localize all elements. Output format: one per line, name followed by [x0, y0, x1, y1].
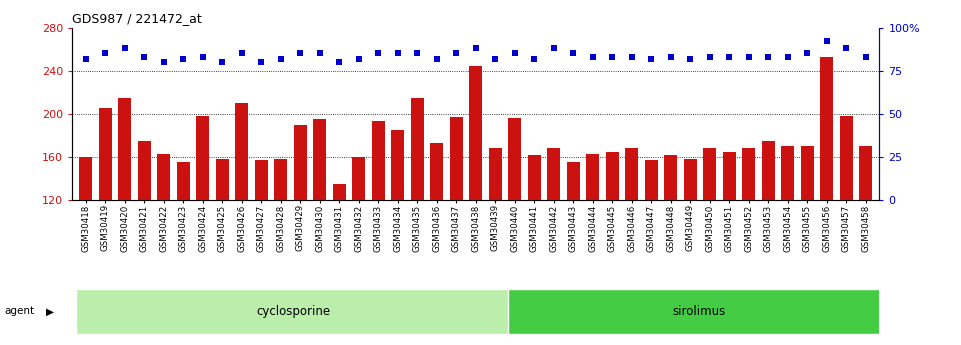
- Point: [858, 54, 874, 60]
- Bar: [684, 159, 697, 329]
- Bar: [703, 148, 716, 329]
- Bar: [294, 125, 307, 329]
- Bar: [586, 154, 599, 329]
- Bar: [411, 98, 424, 329]
- Point: [527, 56, 542, 61]
- Bar: [528, 155, 540, 329]
- Point: [839, 46, 854, 51]
- Point: [292, 51, 308, 56]
- Point: [760, 54, 776, 60]
- Point: [722, 54, 737, 60]
- Point: [429, 56, 444, 61]
- Bar: [235, 103, 248, 329]
- Bar: [507, 289, 891, 334]
- Point: [663, 54, 678, 60]
- Point: [644, 56, 659, 61]
- Text: sirolimus: sirolimus: [673, 305, 727, 318]
- Point: [254, 59, 269, 65]
- Bar: [158, 154, 170, 329]
- Bar: [137, 141, 151, 329]
- Bar: [275, 159, 287, 329]
- Bar: [118, 98, 131, 329]
- Bar: [196, 116, 209, 329]
- Bar: [626, 148, 638, 329]
- Point: [390, 51, 406, 56]
- Point: [624, 54, 639, 60]
- Bar: [723, 151, 735, 329]
- Point: [312, 51, 328, 56]
- Point: [234, 51, 250, 56]
- Point: [332, 59, 347, 65]
- Bar: [781, 146, 794, 329]
- Bar: [645, 160, 657, 329]
- Point: [487, 56, 503, 61]
- Point: [585, 54, 601, 60]
- Point: [273, 56, 288, 61]
- Point: [546, 46, 561, 51]
- Point: [780, 54, 796, 60]
- Text: ▶: ▶: [46, 306, 54, 316]
- Point: [800, 51, 815, 56]
- Text: GDS987 / 221472_at: GDS987 / 221472_at: [72, 12, 202, 25]
- Bar: [76, 289, 512, 334]
- Point: [702, 54, 717, 60]
- Bar: [333, 184, 346, 329]
- Point: [604, 54, 620, 60]
- Point: [371, 51, 386, 56]
- Point: [565, 51, 580, 56]
- Point: [97, 51, 112, 56]
- Bar: [80, 157, 92, 329]
- Bar: [859, 146, 872, 329]
- Point: [117, 46, 133, 51]
- Bar: [391, 130, 404, 329]
- Bar: [664, 155, 677, 329]
- Bar: [840, 116, 852, 329]
- Point: [176, 56, 191, 61]
- Bar: [469, 66, 482, 329]
- Bar: [313, 119, 326, 329]
- Point: [741, 54, 756, 60]
- Text: agent: agent: [5, 306, 35, 316]
- Point: [78, 56, 93, 61]
- Bar: [821, 57, 833, 329]
- Point: [468, 46, 483, 51]
- Point: [195, 54, 210, 60]
- Point: [409, 51, 425, 56]
- Bar: [508, 118, 521, 329]
- Bar: [762, 141, 775, 329]
- Bar: [353, 157, 365, 329]
- Text: cyclosporine: cyclosporine: [257, 305, 331, 318]
- Point: [156, 59, 171, 65]
- Bar: [255, 160, 267, 329]
- Point: [682, 56, 698, 61]
- Bar: [99, 108, 111, 329]
- Bar: [177, 162, 189, 329]
- Point: [136, 54, 152, 60]
- Bar: [489, 148, 502, 329]
- Point: [214, 59, 230, 65]
- Bar: [605, 151, 619, 329]
- Point: [351, 56, 366, 61]
- Bar: [431, 143, 443, 329]
- Bar: [548, 148, 560, 329]
- Point: [449, 51, 464, 56]
- Bar: [567, 162, 579, 329]
- Bar: [216, 159, 229, 329]
- Bar: [801, 146, 814, 329]
- Point: [507, 51, 523, 56]
- Bar: [742, 148, 755, 329]
- Bar: [372, 121, 384, 329]
- Point: [819, 39, 834, 44]
- Bar: [450, 117, 462, 329]
